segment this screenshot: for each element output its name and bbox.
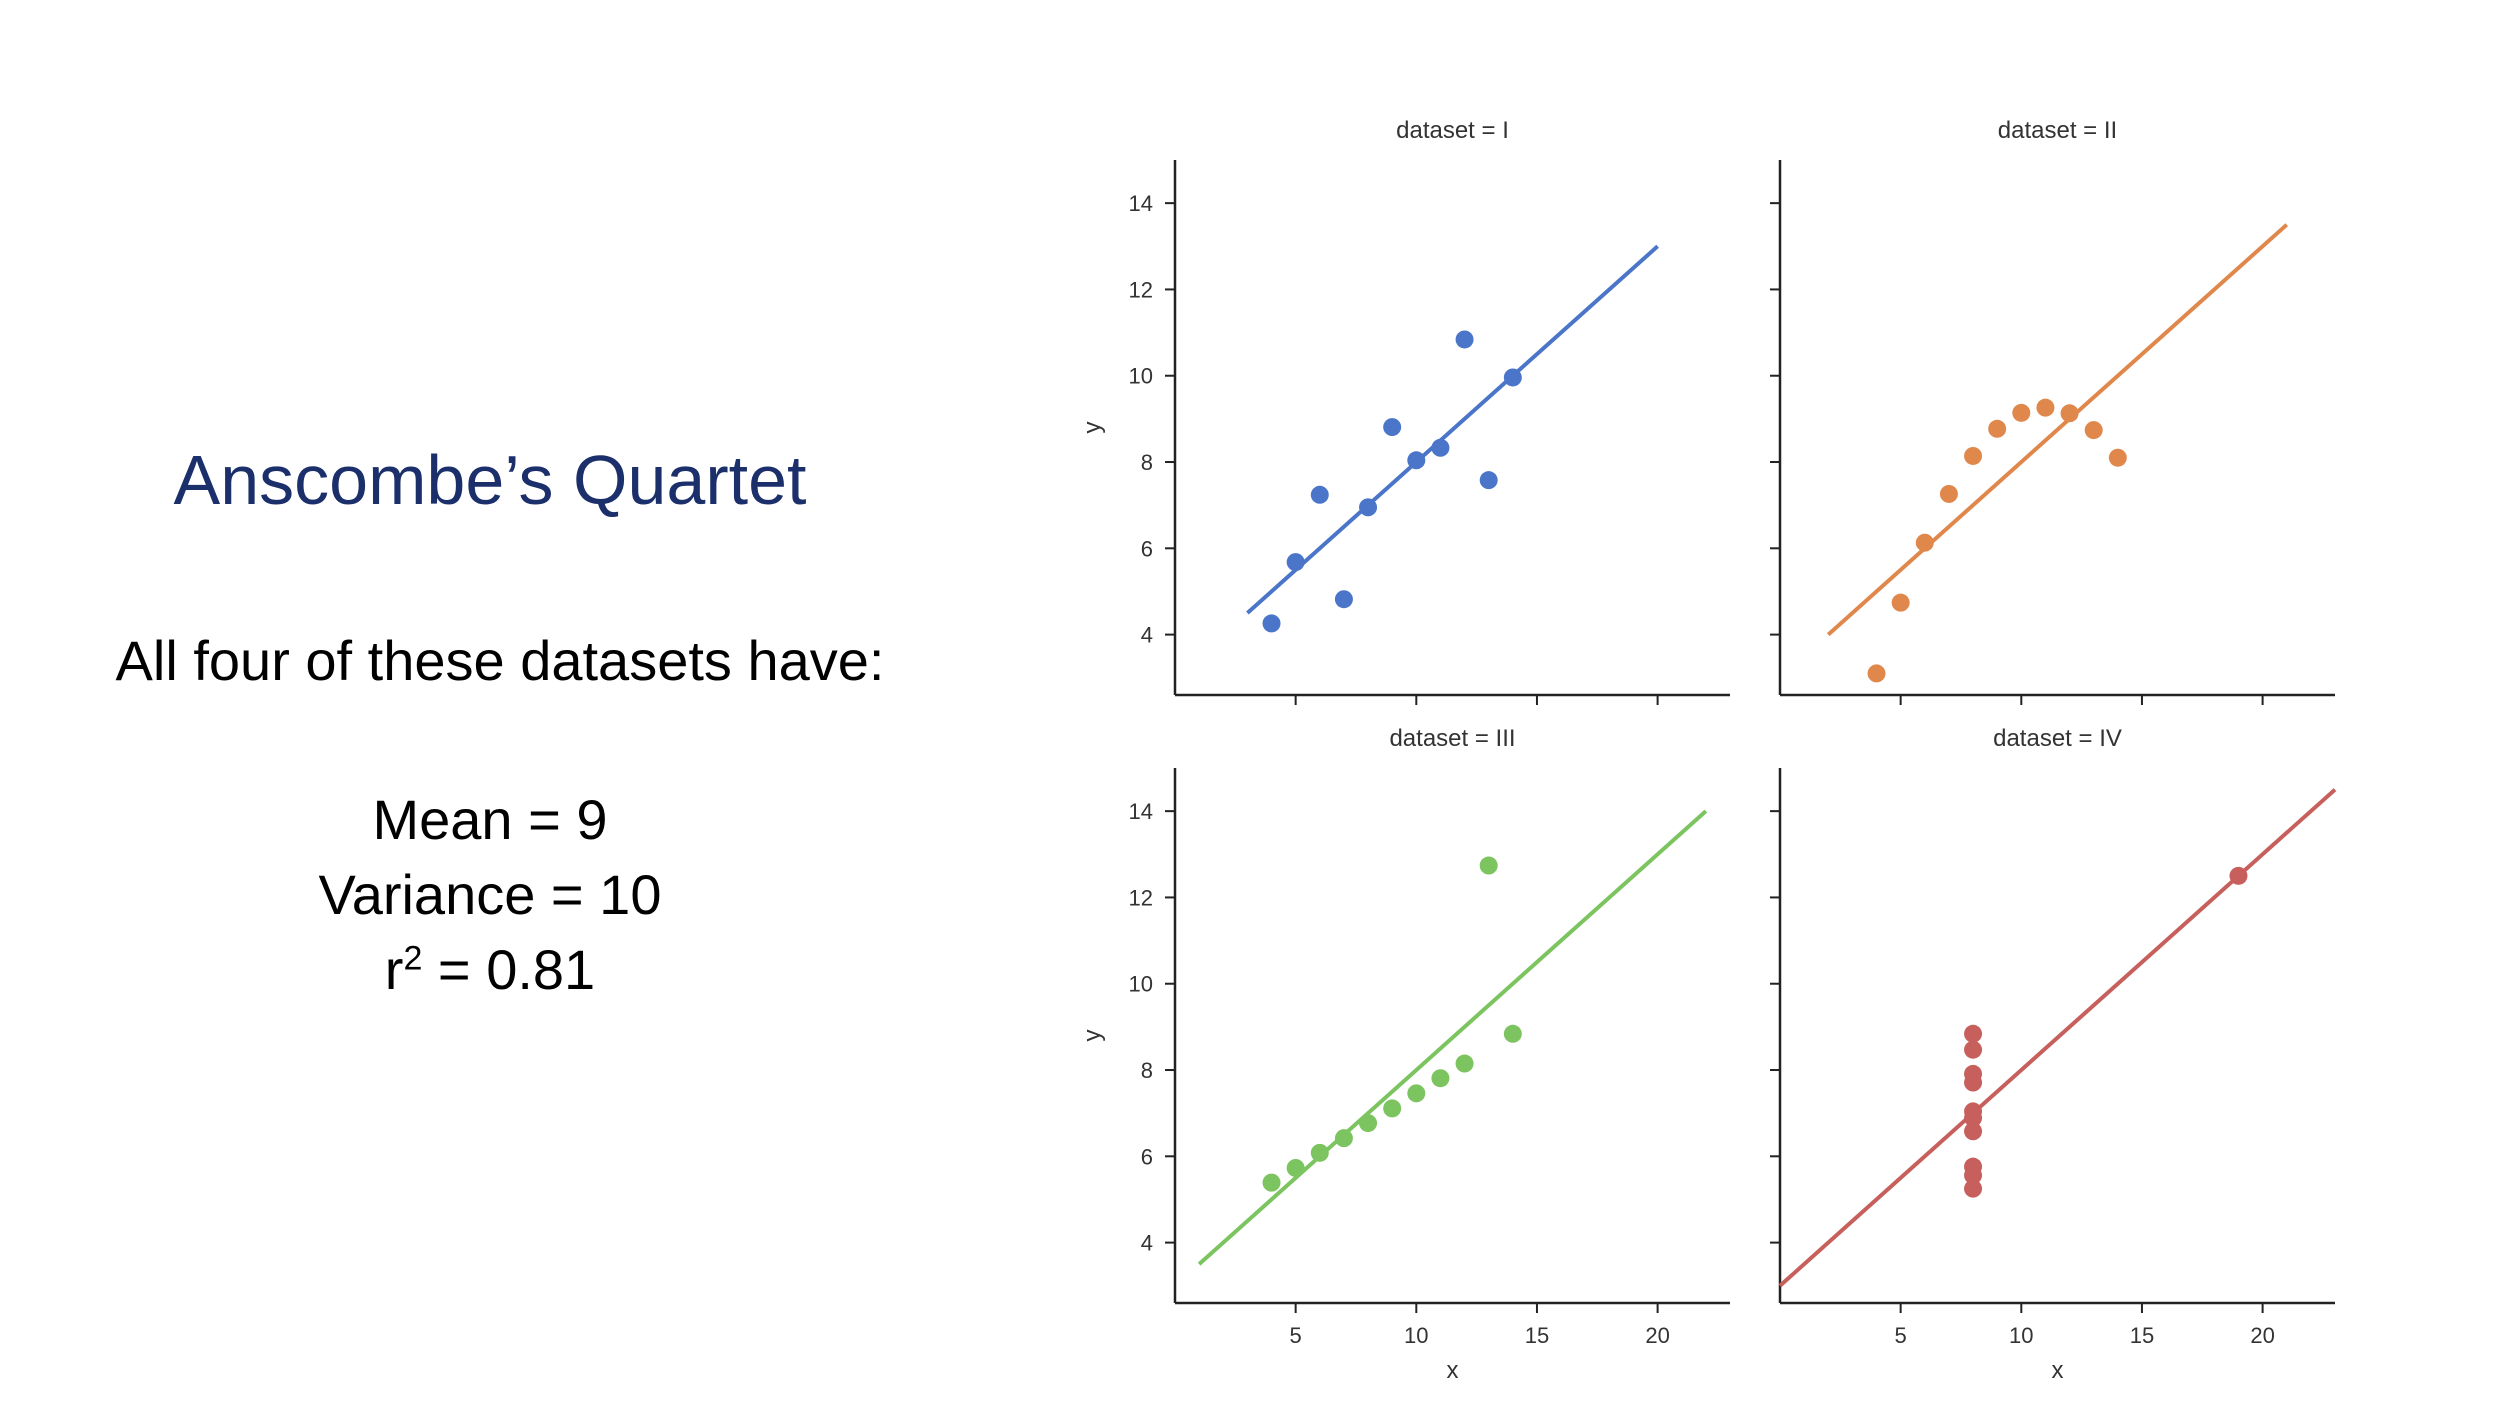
slide-title: Anscombe’s Quartet <box>173 441 807 519</box>
panel-2: dataset = II <box>1770 117 2335 705</box>
panel-3: dataset = III 4 6 8 10 12 14 5 10 15 20 y <box>1079 725 1730 1348</box>
mean-stat: Mean = 9 <box>372 788 608 851</box>
data-point <box>2012 403 2031 422</box>
y-tick-label: 4 <box>1141 623 1153 648</box>
data-point <box>1431 1069 1450 1088</box>
x-axis-label: x <box>2052 1357 2064 1384</box>
data-point <box>1334 590 1353 609</box>
data-point <box>1867 664 1886 683</box>
data-point <box>1964 1179 1983 1198</box>
stats-block: Mean = 9 Variance = 10 r2 = 0.81 <box>190 782 790 1007</box>
data-point <box>1286 553 1305 572</box>
data-point <box>1964 1040 1983 1059</box>
panel-title: dataset = III <box>1389 725 1515 752</box>
data-point <box>1964 1108 1983 1127</box>
x-tick-label: 5 <box>1895 1323 1907 1348</box>
data-point <box>1503 1024 1522 1043</box>
panel-title: dataset = II <box>1998 117 2117 144</box>
data-point <box>1359 498 1378 517</box>
slide-subtitle: All four of these datasets have: <box>115 629 885 692</box>
r-squared-stat: r2 = 0.81 <box>190 932 790 1007</box>
y-axis-label: y <box>1079 1030 1106 1042</box>
x-tick-label: 15 <box>1525 1323 1549 1348</box>
panel-title: dataset = IV <box>1993 725 2122 752</box>
data-point <box>1310 1143 1329 1162</box>
regression-line <box>1778 788 2337 1288</box>
y-tick-label: 8 <box>1141 1058 1153 1083</box>
y-tick-label: 14 <box>1129 191 1153 216</box>
data-point <box>1262 1173 1281 1192</box>
panel-1: dataset = I 4 6 8 10 12 14 y <box>1079 117 1730 705</box>
x-tick-label: 5 <box>1290 1323 1302 1348</box>
data-point <box>1383 418 1402 437</box>
y-tick-label: 12 <box>1129 885 1153 910</box>
data-point <box>1891 593 1910 612</box>
data-point <box>2084 421 2103 440</box>
data-point <box>2036 398 2055 417</box>
data-point <box>2060 404 2079 423</box>
y-tick-label: 12 <box>1129 277 1153 302</box>
data-point <box>1964 1064 1983 1083</box>
x-axis-label: x <box>1447 1357 1459 1384</box>
data-point <box>1503 368 1522 387</box>
data-point <box>1939 484 1958 503</box>
data-point <box>1334 1129 1353 1148</box>
data-point <box>1964 1024 1983 1043</box>
y-tick-label: 10 <box>1129 972 1153 997</box>
panel-4: dataset = IV 5 10 15 20 x <box>1770 725 2337 1384</box>
data-point <box>1455 1054 1474 1073</box>
x-tick-label: 10 <box>1404 1323 1428 1348</box>
y-tick-label: 14 <box>1129 799 1153 824</box>
y-axis-label: y <box>1079 422 1106 434</box>
data-point <box>2229 866 2248 885</box>
data-point <box>1407 451 1426 470</box>
data-point <box>2108 448 2127 467</box>
regression-line <box>1826 223 2289 637</box>
x-tick-label: 10 <box>2009 1323 2033 1348</box>
y-tick-label: 10 <box>1129 364 1153 389</box>
data-point <box>1964 1166 1983 1185</box>
x-tick-label: 20 <box>2250 1323 2274 1348</box>
data-point <box>1310 485 1329 504</box>
data-point <box>1359 1114 1378 1133</box>
data-point <box>1286 1158 1305 1177</box>
data-point <box>1479 471 1498 490</box>
panel-title: dataset = I <box>1396 117 1509 144</box>
r-squared-exponent: 2 <box>403 939 423 978</box>
data-point <box>1964 1122 1983 1141</box>
data-point <box>1479 856 1498 875</box>
data-point <box>1431 438 1450 457</box>
data-point <box>1988 419 2007 438</box>
y-tick-label: 8 <box>1141 450 1153 475</box>
regression-line <box>1246 244 1659 615</box>
y-tick-label: 6 <box>1141 536 1153 561</box>
data-point <box>1964 446 1983 465</box>
variance-stat: Variance = 10 <box>318 863 662 926</box>
x-tick-label: 15 <box>2130 1323 2154 1348</box>
data-point <box>1262 614 1281 633</box>
r-squared-base: r <box>384 938 404 1001</box>
regression-line <box>1197 809 1708 1266</box>
data-point <box>1915 533 1934 552</box>
y-tick-label: 6 <box>1141 1144 1153 1169</box>
data-point <box>1455 330 1474 349</box>
r-squared-value: = 0.81 <box>422 938 596 1001</box>
data-point <box>1383 1099 1402 1118</box>
data-point <box>1407 1084 1426 1103</box>
x-tick-label: 20 <box>1645 1323 1669 1348</box>
y-tick-label: 4 <box>1141 1231 1153 1256</box>
